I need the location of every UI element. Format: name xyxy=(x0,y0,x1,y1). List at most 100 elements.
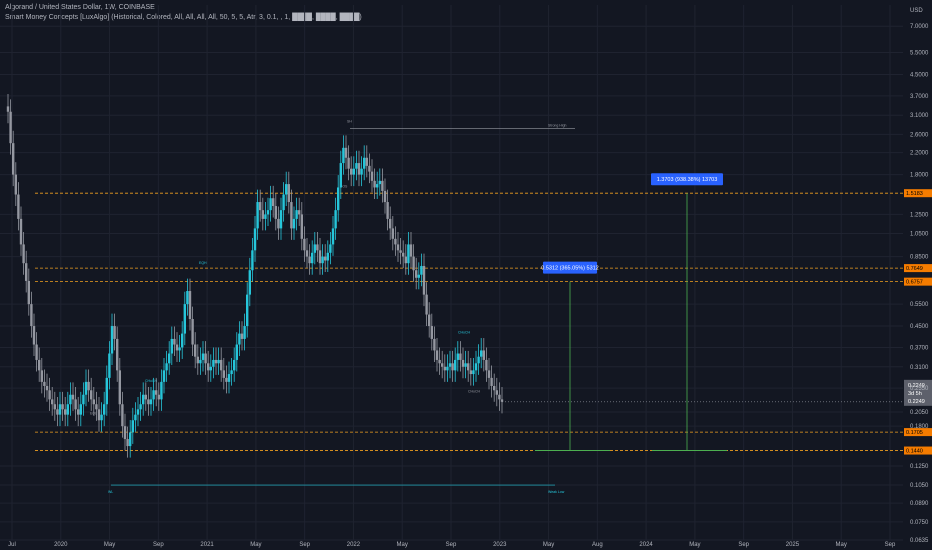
candle-body[interactable] xyxy=(77,409,80,415)
candle-body[interactable] xyxy=(134,414,137,421)
candle-body[interactable] xyxy=(253,228,257,251)
candle-body[interactable] xyxy=(441,363,444,367)
candle-body[interactable] xyxy=(69,394,72,405)
candle-body[interactable] xyxy=(417,274,420,278)
candle-body[interactable] xyxy=(324,256,327,261)
candle-body[interactable] xyxy=(246,294,249,327)
candle-body[interactable] xyxy=(113,326,116,339)
candle-body[interactable] xyxy=(27,280,30,305)
candle-body[interactable] xyxy=(386,202,389,219)
candle-body[interactable] xyxy=(35,344,38,360)
candle-body[interactable] xyxy=(240,333,244,339)
candle-body[interactable] xyxy=(443,366,446,371)
candle-body[interactable] xyxy=(415,270,418,278)
candle-body[interactable] xyxy=(407,244,410,264)
candle-body[interactable] xyxy=(259,202,262,211)
candle-body[interactable] xyxy=(451,363,454,371)
candle-body[interactable] xyxy=(168,353,171,364)
candle-body[interactable] xyxy=(433,338,436,351)
candle-body[interactable] xyxy=(131,420,134,433)
candle-body[interactable] xyxy=(123,426,127,440)
candle-body[interactable] xyxy=(191,319,194,345)
candle-body[interactable] xyxy=(368,165,371,172)
candle-body[interactable] xyxy=(12,143,15,175)
candle-body[interactable] xyxy=(126,439,129,447)
candle-body[interactable] xyxy=(110,326,114,354)
candle-body[interactable] xyxy=(316,244,319,251)
candle-body[interactable] xyxy=(136,409,140,415)
candle-body[interactable] xyxy=(144,394,147,400)
candle-body[interactable] xyxy=(266,210,270,215)
candle-body[interactable] xyxy=(43,381,46,386)
candle-body[interactable] xyxy=(279,210,283,229)
candle-body[interactable] xyxy=(311,252,314,264)
candle-body[interactable] xyxy=(233,359,236,371)
candle-body[interactable] xyxy=(118,370,121,405)
candle-body[interactable] xyxy=(373,180,376,188)
candle-body[interactable] xyxy=(183,304,186,334)
candle-body[interactable] xyxy=(337,187,340,211)
candle-body[interactable] xyxy=(376,184,379,188)
candle-body[interactable] xyxy=(251,250,254,271)
candle-body[interactable] xyxy=(64,409,67,415)
candle-body[interactable] xyxy=(428,314,431,327)
candle-body[interactable] xyxy=(321,256,324,264)
candle-body[interactable] xyxy=(495,390,498,395)
candle-body[interactable] xyxy=(45,385,49,391)
candle-body[interactable] xyxy=(139,404,142,410)
candle-body[interactable] xyxy=(352,168,355,175)
candle-body[interactable] xyxy=(500,399,504,402)
candle-body[interactable] xyxy=(116,338,119,371)
candle-body[interactable] xyxy=(188,291,192,320)
candle-body[interactable] xyxy=(461,359,465,367)
candle-body[interactable] xyxy=(305,250,309,257)
candle-body[interactable] xyxy=(264,214,267,219)
candle-body[interactable] xyxy=(225,377,228,382)
candle-body[interactable] xyxy=(256,202,259,229)
candle-body[interactable] xyxy=(454,359,457,371)
candle-body[interactable] xyxy=(71,394,75,400)
candle-body[interactable] xyxy=(344,147,348,158)
candle-body[interactable] xyxy=(105,377,108,405)
candle-body[interactable] xyxy=(339,163,342,188)
candle-body[interactable] xyxy=(290,202,293,229)
candle-body[interactable] xyxy=(409,244,413,257)
candle-body[interactable] xyxy=(162,370,166,382)
candle-body[interactable] xyxy=(467,363,470,371)
candle-body[interactable] xyxy=(446,366,449,371)
candle-body[interactable] xyxy=(308,256,311,264)
candle-body[interactable] xyxy=(477,356,480,364)
candle-body[interactable] xyxy=(103,404,106,415)
candle-body[interactable] xyxy=(243,326,246,339)
candle-body[interactable] xyxy=(32,326,36,345)
candle-body[interactable] xyxy=(217,359,220,364)
candle-body[interactable] xyxy=(274,206,277,219)
candle-body[interactable] xyxy=(56,409,59,415)
candle-body[interactable] xyxy=(300,214,303,239)
candle-body[interactable] xyxy=(396,244,400,251)
candle-body[interactable] xyxy=(420,265,423,275)
candle-body[interactable] xyxy=(482,350,485,360)
candle-body[interactable] xyxy=(157,394,160,400)
candle-body[interactable] xyxy=(318,250,322,264)
candle-body[interactable] xyxy=(53,404,56,410)
candle-body[interactable] xyxy=(22,244,25,264)
candle-body[interactable] xyxy=(30,304,33,327)
candle-body[interactable] xyxy=(464,363,467,367)
candle-body[interactable] xyxy=(97,409,101,421)
candle-body[interactable] xyxy=(313,244,316,253)
candle-body[interactable] xyxy=(40,370,43,382)
candle-body[interactable] xyxy=(365,157,368,166)
candle-body[interactable] xyxy=(402,252,405,257)
candle-body[interactable] xyxy=(235,344,238,360)
candle-body[interactable] xyxy=(389,218,392,229)
candle-body[interactable] xyxy=(329,244,332,253)
candle-body[interactable] xyxy=(394,238,397,245)
candle-body[interactable] xyxy=(238,333,241,345)
candle-body[interactable] xyxy=(181,333,184,348)
candle-body[interactable] xyxy=(269,198,272,211)
candle-body[interactable] xyxy=(383,190,387,203)
candle-body[interactable] xyxy=(370,171,374,181)
candle-body[interactable] xyxy=(459,353,462,360)
candle-body[interactable] xyxy=(378,180,381,185)
